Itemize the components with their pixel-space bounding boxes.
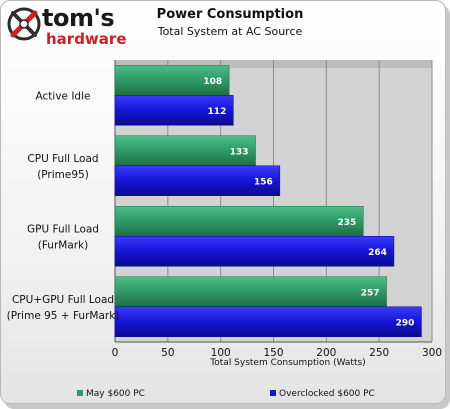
bar-may-600-pc — [114, 206, 364, 237]
legend-swatch — [77, 390, 83, 396]
bar-overclocked-600-pc — [114, 165, 281, 196]
category-label: (FurMark) — [38, 239, 89, 251]
x-tick-label: 250 — [369, 347, 389, 359]
bar-value-label: 290 — [396, 318, 415, 328]
x-tick-label: 150 — [263, 347, 283, 359]
x-tick-label: 0 — [112, 347, 119, 359]
x-tick-label: 200 — [316, 347, 336, 359]
category-label: GPU Full Load — [27, 223, 99, 235]
bar-value-label: 112 — [208, 107, 227, 117]
bar-value-label: 264 — [368, 248, 387, 258]
legend-label: May $600 PC — [86, 389, 145, 399]
bar-may-600-pc — [114, 65, 230, 96]
bar-may-600-pc — [114, 135, 256, 166]
legend-swatch — [270, 390, 276, 396]
chart-title: Power Consumption — [156, 7, 304, 22]
tools-icon — [7, 7, 41, 41]
x-tick-label: 100 — [211, 347, 231, 359]
category-label: CPU Full Load — [27, 153, 98, 165]
bar-may-600-pc — [114, 276, 387, 307]
chart-subtitle: Total System at AC Source — [157, 25, 303, 38]
logo-word-toms: tom's — [42, 4, 115, 32]
x-tick-label: 300 — [422, 347, 442, 359]
x-tick-label: 50 — [161, 347, 174, 359]
category-label: (Prime 95 + FurMark) — [7, 310, 120, 322]
brand-logo: tom's hardware — [6, 2, 136, 50]
bar-value-label: 235 — [338, 218, 357, 228]
bar-value-label: 257 — [361, 288, 380, 298]
bar-value-label: 156 — [254, 177, 273, 187]
bar-value-label: 108 — [203, 77, 222, 87]
bar-overclocked-600-pc — [114, 306, 422, 337]
bar-overclocked-600-pc — [114, 236, 395, 267]
x-axis-title: Total System Consumption (Watts) — [209, 358, 365, 368]
logo-word-hardware: hardware — [46, 30, 127, 48]
category-label: CPU+GPU Full Load — [12, 294, 114, 306]
bar-overclocked-600-pc — [114, 95, 234, 126]
legend-label: Overclocked $600 PC — [279, 389, 375, 399]
bar-value-label: 133 — [230, 147, 249, 157]
category-label: (Prime95) — [37, 169, 89, 181]
category-label: Active Idle — [36, 90, 91, 102]
